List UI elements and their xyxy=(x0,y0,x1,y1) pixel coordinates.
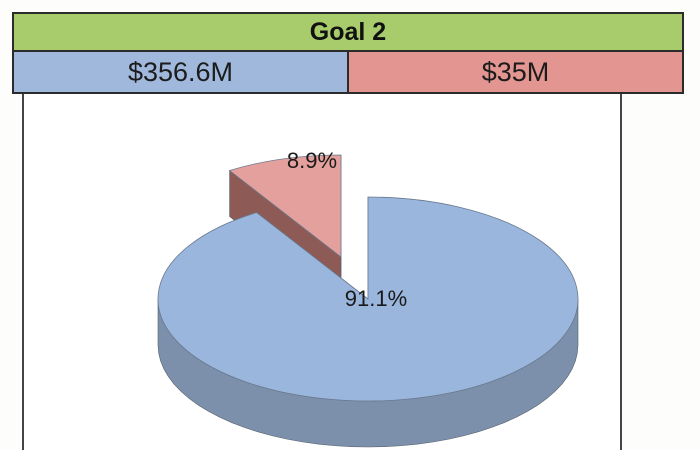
amount-blue-label: $356.6M xyxy=(127,56,234,87)
pie-chart-panel: 91.1% 8.9% xyxy=(22,94,622,450)
pie-slice-blue xyxy=(157,196,579,448)
slice-label-red: 8.9% xyxy=(287,148,337,173)
slice-top xyxy=(228,154,342,258)
amount-cell-blue: $356.6M xyxy=(14,52,349,92)
amount-red-label: $35M xyxy=(481,56,550,87)
amount-cell-red: $35M xyxy=(349,52,682,92)
slice-top xyxy=(157,196,579,402)
slice-label-blue: 91.1% xyxy=(345,286,407,311)
amount-row: $356.6M $35M xyxy=(12,50,684,94)
goal-title: Goal 2 xyxy=(309,17,387,46)
pie-chart: 91.1% 8.9% xyxy=(157,148,579,448)
goal-header: Goal 2 xyxy=(12,12,684,52)
